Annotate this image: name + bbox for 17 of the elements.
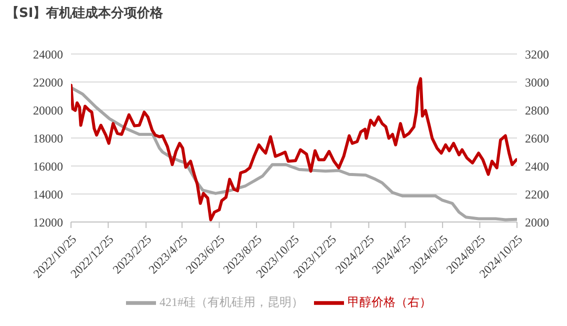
legend-label: 甲醇价格（右） — [348, 294, 432, 309]
y-tick-label: 14000 — [33, 187, 63, 202]
y-tick-label: 18000 — [33, 131, 63, 146]
y2-tick-label: 3200 — [525, 47, 549, 62]
y2-tick-label: 2600 — [525, 131, 549, 146]
y2-tick-label: 3000 — [525, 75, 549, 90]
chart-title: 【SI】有机硅成本分项价格 — [6, 5, 164, 22]
legend-label: 421#硅（有机硅用，昆明） — [160, 294, 304, 309]
y-tick-label: 20000 — [33, 103, 63, 118]
y2-tick-label: 2400 — [525, 159, 549, 174]
y-tick-label: 22000 — [33, 75, 63, 90]
y-tick-label: 24000 — [33, 47, 63, 62]
y2-tick-label: 2200 — [525, 187, 549, 202]
y-tick-label: 12000 — [33, 215, 63, 230]
y2-tick-label: 2800 — [525, 103, 549, 118]
y-tick-label: 16000 — [33, 159, 63, 174]
y2-tick-label: 2000 — [525, 215, 549, 230]
